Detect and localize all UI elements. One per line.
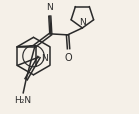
Text: O: O <box>65 52 72 62</box>
Text: N: N <box>41 53 48 62</box>
Text: N: N <box>79 18 86 27</box>
Text: N: N <box>46 3 53 12</box>
Text: H₂N: H₂N <box>15 95 32 104</box>
